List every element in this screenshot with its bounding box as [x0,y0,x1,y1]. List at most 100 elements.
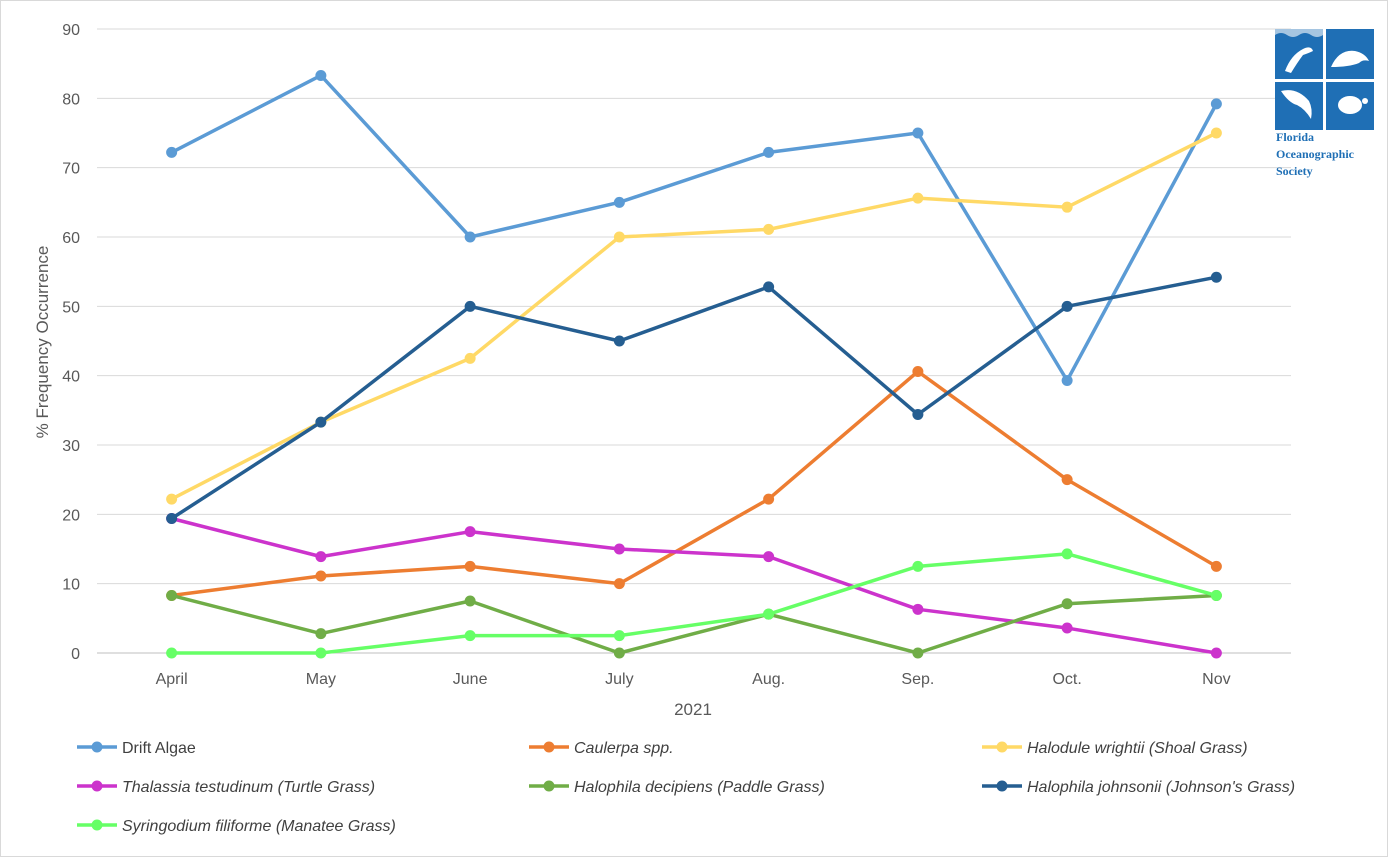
turtle-head-icon [1362,98,1368,104]
data-point [613,630,625,642]
data-point [912,647,924,659]
y-axis-ticks: 0 10 20 30 40 50 60 70 80 90 [62,22,80,663]
data-point [315,628,327,640]
x-axis-ticks: April May June July Aug. Sep. Oct. Nov [156,671,1231,688]
data-point [1210,647,1222,659]
data-point [315,551,327,563]
series-line [170,131,1218,501]
series-line [170,275,1217,520]
y-tick-label: 50 [62,299,80,316]
legend-swatch-marker [996,780,1008,792]
y-tick-label: 40 [62,369,80,386]
x-tick-label: Sep. [901,671,934,688]
series-group [166,127,1222,505]
y-tick-label: 90 [62,22,80,39]
data-point [1061,474,1073,486]
legend-swatch-marker [996,741,1008,753]
data-point [912,127,924,139]
legend-item: Thalassia testudinum (Turtle Grass) [77,779,375,796]
legend-label: Syringodium filiforme (Manatee Grass) [122,818,396,835]
data-point [315,570,327,582]
x-axis-title: 2021 [674,700,712,719]
data-point [166,146,178,158]
data-point [1061,300,1073,312]
data-point [1210,127,1222,139]
data-point [613,543,625,555]
data-point [763,223,775,235]
y-tick-label: 80 [62,91,80,108]
data-point [912,560,924,572]
dolphin-icon [1281,90,1312,119]
data-point [613,231,625,243]
data-point [166,589,178,601]
legend-swatch-marker [91,780,103,792]
legend-label: Halophila decipiens (Paddle Grass) [574,779,825,796]
data-point [1061,375,1073,387]
y-tick-label: 20 [62,507,80,524]
turtle-icon [1338,96,1362,114]
legend-label: Drift Algae [122,740,196,757]
logo-wave-icon [1275,29,1323,37]
x-tick-label: June [453,671,488,688]
legend-item: Syringodium filiforme (Manatee Grass) [77,818,396,835]
series-line [171,516,1217,655]
x-tick-label: July [605,671,633,688]
data-point [315,69,327,81]
series-line [171,552,1217,655]
data-point [1061,201,1073,213]
data-point [1210,271,1222,283]
logo-line-1: Florida [1276,130,1314,144]
data-point [912,408,924,420]
y-tick-label: 60 [62,230,80,247]
series-line [171,369,1218,598]
gridlines [97,28,1291,654]
legend-item: Halophila johnsonii (Johnson's Grass) [982,779,1295,796]
series-group [166,69,1222,387]
data-point [613,647,625,659]
data-point [1210,560,1222,572]
data-point [1061,548,1073,560]
logo-line-3: Society [1276,164,1313,178]
legend-swatch-marker [543,780,555,792]
x-tick-label: Oct. [1052,671,1081,688]
x-tick-label: Nov [1202,671,1230,688]
data-point [763,493,775,505]
data-point [1061,622,1073,634]
data-point [613,578,625,590]
florida-oceanographic-society-logo: Florida Oceanographic Society [1275,29,1374,178]
data-point [464,560,476,572]
data-point [763,281,775,293]
legend-label: Thalassia testudinum (Turtle Grass) [122,779,375,796]
legend-swatch-marker [91,741,103,753]
pelican-icon [1285,47,1313,73]
data-point [464,595,476,607]
y-axis-title: % Frequency Occurrence [33,246,52,439]
data-point [166,512,178,524]
data-point [763,608,775,620]
x-tick-label: Aug. [752,671,785,688]
legend-item: Halodule wrightii (Shoal Grass) [982,740,1248,757]
data-point [912,366,924,378]
legend-label: Halophila johnsonii (Johnson's Grass) [1027,779,1295,796]
series-group [166,512,1222,659]
data-point [166,493,178,505]
legend-item: Drift Algae [77,740,196,757]
data-point [464,231,476,243]
data-point [763,146,775,158]
legend: Drift Algae Caulerpa spp. Halodule wrighti… [77,740,1295,835]
y-tick-label: 70 [62,161,80,178]
data-point [912,192,924,204]
data-point [1210,98,1222,110]
series-lines [166,69,1222,659]
data-point [166,647,178,659]
legend-item: Halophila decipiens (Paddle Grass) [529,779,825,796]
data-point [1061,598,1073,610]
legend-swatch-marker [543,741,555,753]
x-tick-label: April [156,671,188,688]
data-point [1210,589,1222,601]
data-point [912,603,924,615]
series-group [166,366,1222,601]
legend-swatch-marker [91,819,103,831]
